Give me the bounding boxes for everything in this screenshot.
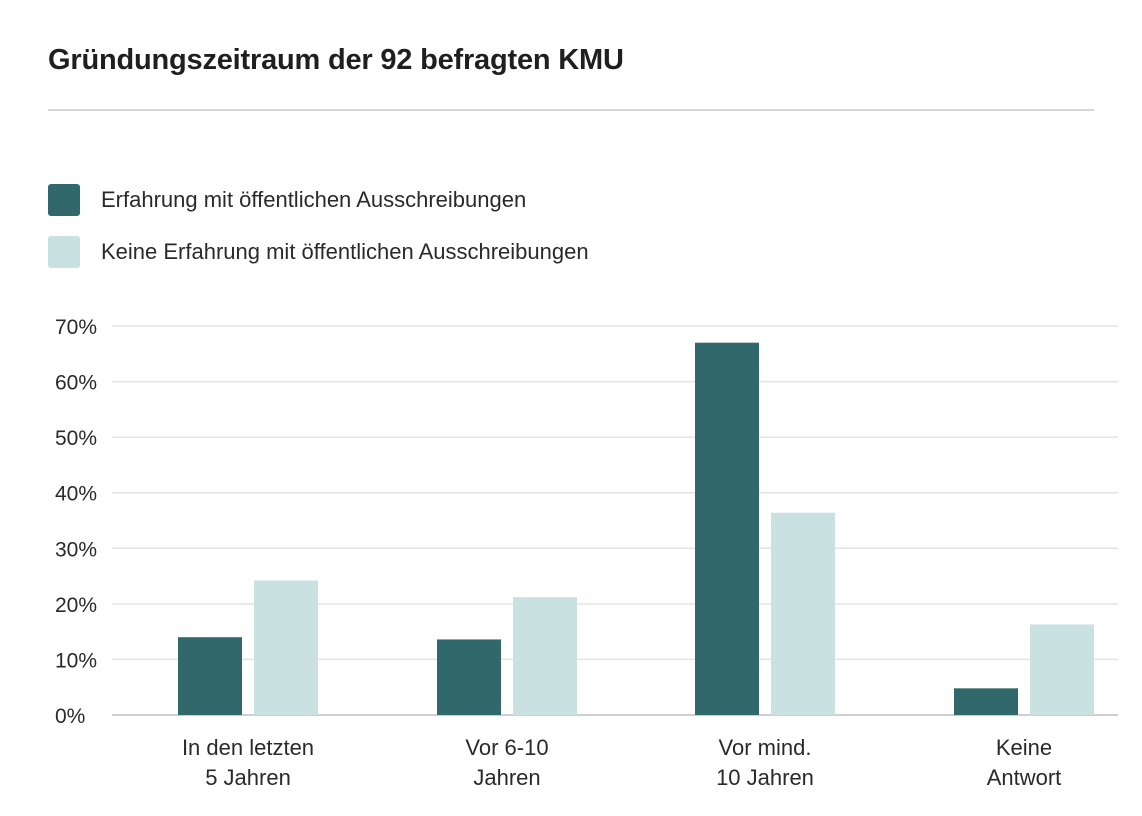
y-tick-label: 70%	[55, 316, 97, 339]
y-tick-label: 20%	[55, 594, 97, 617]
x-category-label-line: In den letzten	[182, 735, 314, 760]
chart-title: Gründungszeitraum der 92 befragten KMU	[48, 44, 624, 76]
x-category-label-line: 10 Jahren	[716, 765, 814, 790]
legend-swatch-no-experience	[48, 236, 80, 268]
legend: Erfahrung mit öffentlichen Ausschreibung…	[48, 184, 589, 288]
x-category-label-line: Keine	[996, 735, 1052, 760]
x-category-label-line: Vor mind.	[719, 735, 812, 760]
legend-item-experience: Erfahrung mit öffentlichen Ausschreibung…	[48, 184, 589, 216]
bar-experience-3	[954, 688, 1018, 715]
x-category-label-line: 5 Jahren	[205, 765, 291, 790]
y-tick-label: 50%	[55, 427, 97, 450]
bar-no-experience-1	[513, 597, 577, 715]
bar-experience-1	[437, 639, 501, 715]
y-tick-label: 30%	[55, 538, 97, 561]
x-category-label-line: Jahren	[473, 765, 540, 790]
legend-label-no-experience: Keine Erfahrung mit öffentlichen Ausschr…	[101, 239, 589, 264]
x-category-label-line: Vor 6-10	[465, 735, 548, 760]
bar-experience-0	[178, 637, 242, 715]
x-category-label: Keine Antwort	[987, 735, 1062, 790]
bar-no-experience-2	[771, 512, 835, 715]
title-divider	[48, 109, 1094, 111]
x-category-label: In den letzten 5 Jahren	[182, 735, 314, 790]
y-tick-label: 60%	[55, 372, 97, 395]
y-tick-label: 10%	[55, 649, 97, 672]
legend-item-no-experience: Keine Erfahrung mit öffentlichen Ausschr…	[48, 236, 589, 268]
y-tick-label: 0%	[55, 705, 85, 728]
legend-label-experience: Erfahrung mit öffentlichen Ausschreibung…	[101, 187, 527, 212]
x-category-label-line: Antwort	[987, 765, 1062, 790]
x-category-label: Vor 6-10 Jahren	[465, 735, 548, 790]
x-category-label: Vor mind. 10 Jahren	[716, 735, 814, 790]
bar-experience-2	[695, 342, 759, 715]
y-tick-label: 40%	[55, 483, 97, 506]
bar-no-experience-3	[1030, 624, 1094, 715]
legend-swatch-experience	[48, 184, 80, 216]
bar-no-experience-0	[254, 580, 318, 715]
